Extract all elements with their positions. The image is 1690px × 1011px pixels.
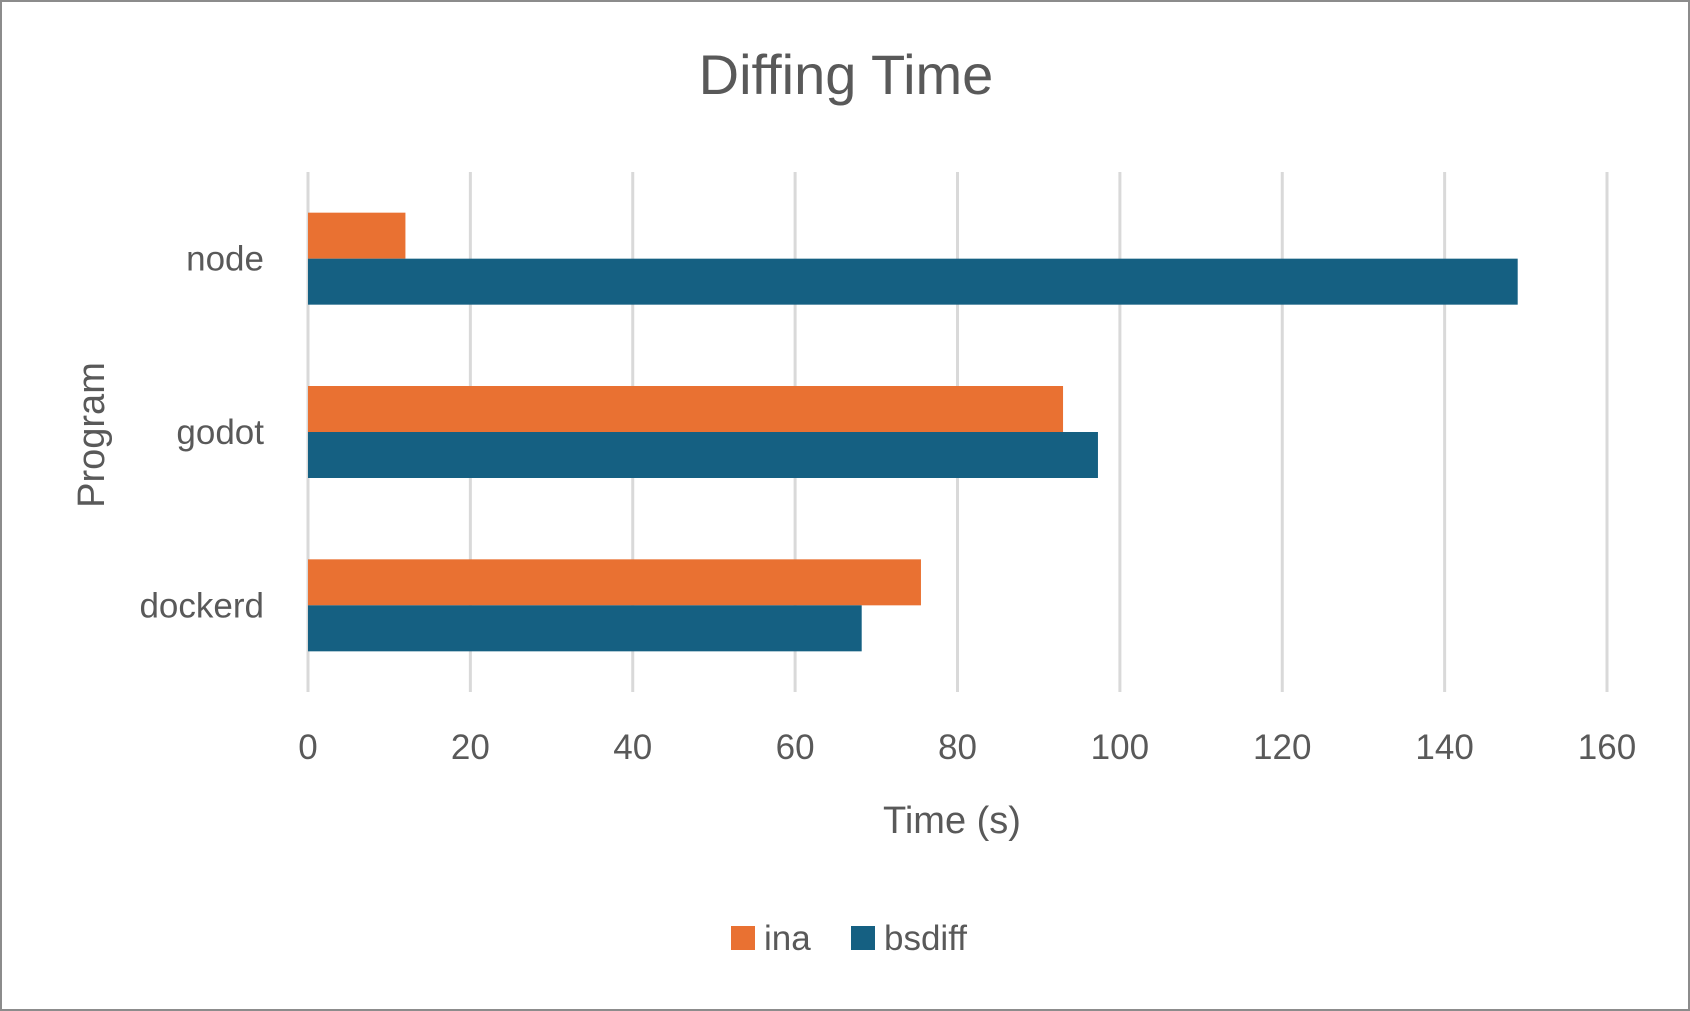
x-tick-label-0: 0 [298, 728, 317, 767]
legend-label-ina: ina [764, 919, 811, 958]
y-axis-title: Program [71, 362, 113, 508]
x-tick-label-100: 100 [1091, 728, 1149, 767]
x-tick-label-120: 120 [1253, 728, 1311, 767]
bars [308, 212, 1518, 652]
x-tick-label-60: 60 [776, 728, 815, 767]
chart-title: Diffing Time [699, 43, 994, 106]
bar-bsdiff-godot [308, 432, 1098, 478]
bar-bsdiff-dockerd [308, 605, 862, 652]
bar-ina-node [308, 212, 406, 259]
legend-swatch-bsdiff [851, 926, 875, 950]
y-axis-tick-labels: node godot dockerd [139, 240, 264, 626]
x-tick-label-140: 140 [1415, 728, 1473, 767]
legend-label-bsdiff: bsdiff [884, 919, 967, 958]
x-axis-tick-labels: 0 20 40 60 80 100 120 140 160 [298, 728, 1636, 767]
y-tick-label-godot: godot [176, 413, 264, 452]
legend-swatch-ina [731, 926, 755, 950]
bar-ina-dockerd [308, 559, 921, 606]
bar-ina-godot [308, 386, 1064, 432]
y-tick-label-dockerd: dockerd [139, 586, 264, 625]
x-tick-label-20: 20 [451, 728, 490, 767]
bar-bsdiff-node [308, 258, 1518, 305]
x-axis-title: Time (s) [883, 800, 1021, 842]
x-tick-label-160: 160 [1578, 728, 1636, 767]
x-tick-label-80: 80 [938, 728, 977, 767]
y-tick-label-node: node [186, 240, 264, 279]
legend: ina bsdiff [731, 919, 967, 958]
x-tick-label-40: 40 [613, 728, 652, 767]
